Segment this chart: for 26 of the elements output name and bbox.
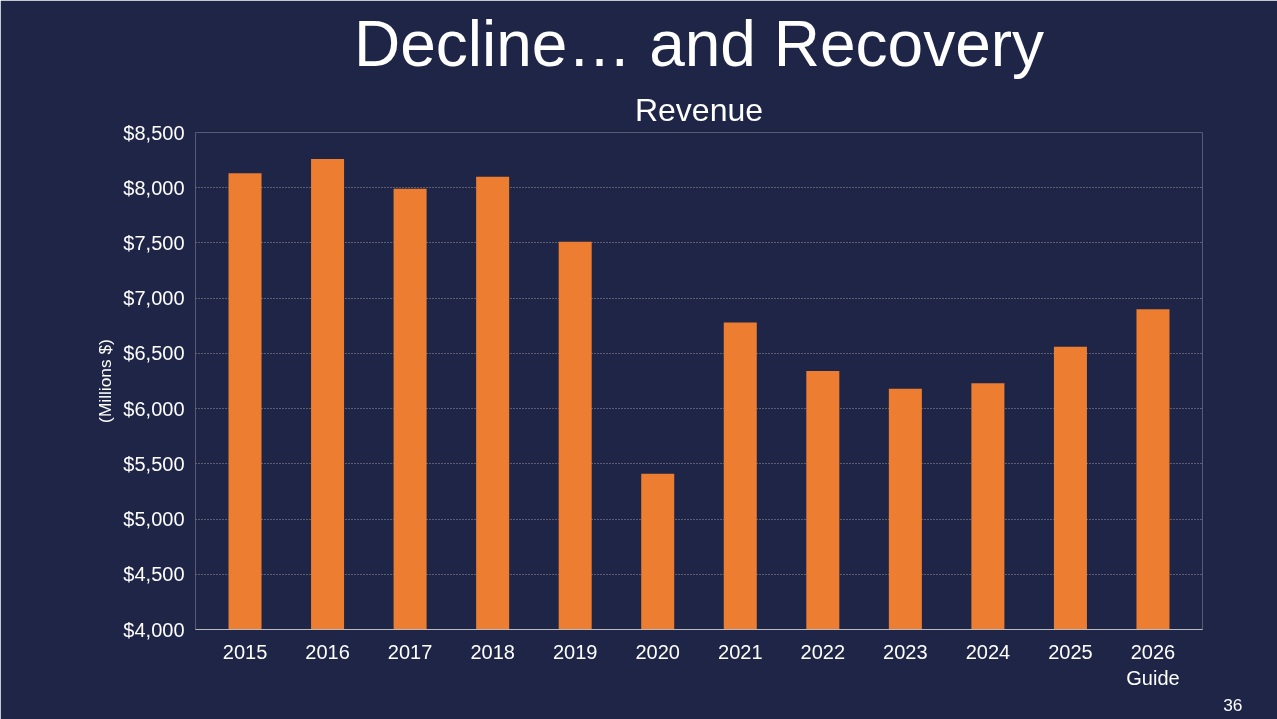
x-tick-label: 2018 xyxy=(470,640,515,663)
y-tick-label: $8,000 xyxy=(123,176,185,199)
y-tick-label: $7,500 xyxy=(123,231,185,254)
x-tick-label: 2023 xyxy=(883,640,928,663)
x-tick-label: 2025 xyxy=(1048,640,1093,663)
y-tick-label: $8,500 xyxy=(123,121,185,144)
x-tick-label: 2021 xyxy=(718,640,763,663)
y-tick-label: $6,000 xyxy=(123,397,185,420)
x-tick-label: 2019 xyxy=(552,640,598,663)
y-tick-label: $5,000 xyxy=(123,508,185,531)
chart-title: Decline… and Recovery xyxy=(353,7,1045,80)
y-tick-label: $4,000 xyxy=(123,618,185,641)
x-tick-label: 2026 Guide xyxy=(1126,640,1180,689)
y-tick-label: $5,500 xyxy=(123,452,185,475)
y-axis-title: (Millions $) xyxy=(95,339,116,423)
x-tick-label: 2020 xyxy=(635,640,680,663)
x-tick-label: 2016 xyxy=(305,640,350,663)
y-tick-label: $4,500 xyxy=(123,563,185,586)
x-tick-label: 2015 xyxy=(222,640,268,663)
y-tick-label: $7,000 xyxy=(123,287,185,310)
chart-subtitle: Revenue xyxy=(634,91,764,128)
y-tick-label: $6,500 xyxy=(123,342,185,365)
x-tick-label: 2017 xyxy=(387,640,433,663)
x-tick-label: 2024 xyxy=(965,640,1011,663)
x-tick-label: 2022 xyxy=(800,640,846,663)
text: 36 xyxy=(1223,694,1243,715)
